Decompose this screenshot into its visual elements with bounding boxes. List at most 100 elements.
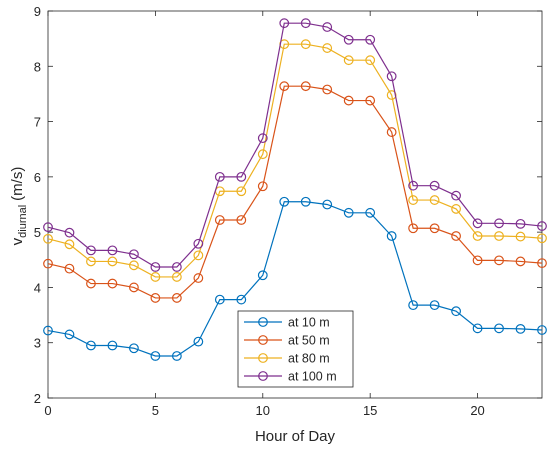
data-point xyxy=(322,199,333,210)
data-point xyxy=(150,272,161,282)
data-point xyxy=(257,149,268,160)
x-tick-label: 5 xyxy=(152,403,159,418)
data-point xyxy=(472,218,483,229)
data-point xyxy=(236,215,247,225)
data-point xyxy=(451,306,461,317)
data-point xyxy=(365,55,376,66)
data-point xyxy=(386,90,397,100)
data-point xyxy=(429,300,440,311)
data-point xyxy=(150,262,161,272)
data-point xyxy=(214,294,225,305)
data-point xyxy=(365,95,376,106)
data-point xyxy=(43,325,53,336)
data-point xyxy=(107,278,118,289)
data-point xyxy=(322,84,333,95)
data-point xyxy=(64,329,75,340)
data-point xyxy=(322,22,333,32)
legend-item: at 10 m xyxy=(244,316,330,330)
data-point xyxy=(515,218,526,229)
data-point xyxy=(365,34,376,45)
data-point xyxy=(43,258,53,269)
data-point xyxy=(86,278,96,289)
data-point xyxy=(236,171,247,182)
data-point xyxy=(64,227,75,238)
data-point xyxy=(408,195,419,205)
data-point xyxy=(343,95,354,106)
y-tick-label: 5 xyxy=(34,225,41,240)
data-point xyxy=(408,300,419,311)
data-point xyxy=(171,351,182,361)
data-point xyxy=(386,127,397,137)
data-point xyxy=(472,255,483,266)
data-point xyxy=(408,223,419,234)
legend: at 10 m at 50 m at 80 m at 100 m xyxy=(237,310,354,388)
data-point xyxy=(64,239,75,250)
data-point xyxy=(300,196,311,207)
data-point xyxy=(472,323,483,334)
data-point xyxy=(451,231,461,241)
x-tick-label: 15 xyxy=(363,403,377,418)
data-point xyxy=(322,43,333,53)
data-point xyxy=(236,294,247,305)
data-point xyxy=(107,340,118,351)
y-tick-label: 6 xyxy=(34,170,41,185)
legend-label: at 80 m xyxy=(288,352,330,366)
data-point xyxy=(279,196,290,207)
data-point xyxy=(214,215,225,225)
series-line xyxy=(47,85,543,299)
data-point xyxy=(257,133,268,144)
data-point xyxy=(537,258,547,269)
series-3 xyxy=(43,39,547,282)
data-point xyxy=(236,186,247,197)
data-point xyxy=(257,270,268,281)
data-point xyxy=(171,272,182,282)
data-point xyxy=(129,249,139,260)
data-point xyxy=(214,171,225,182)
data-point xyxy=(86,245,96,256)
data-point xyxy=(537,221,547,231)
data-point xyxy=(129,282,139,293)
y-axis-label-subscript: diurnal xyxy=(17,205,29,238)
data-point xyxy=(429,195,440,205)
series-4 xyxy=(43,18,547,272)
data-point xyxy=(279,81,290,92)
data-point xyxy=(150,351,161,361)
series-line xyxy=(47,43,543,278)
y-axis-label-unit: (m/s) xyxy=(9,167,26,201)
data-point xyxy=(365,207,376,218)
data-point xyxy=(343,34,354,45)
legend-item: at 50 m xyxy=(244,334,330,348)
data-point xyxy=(494,218,504,229)
y-tick-label: 7 xyxy=(34,115,41,130)
legend-item: at 80 m xyxy=(244,352,330,366)
data-point xyxy=(257,181,268,192)
x-axis-label: Hour of Day xyxy=(255,428,336,445)
y-tick-label: 4 xyxy=(34,280,41,295)
data-point xyxy=(129,260,139,271)
legend-marker xyxy=(258,335,268,345)
legend-label: at 10 m xyxy=(288,316,330,330)
data-point xyxy=(171,293,182,303)
data-point xyxy=(494,323,504,334)
data-point xyxy=(193,336,204,347)
data-point xyxy=(386,71,397,82)
data-point xyxy=(451,204,461,214)
data-point xyxy=(408,180,419,191)
data-point xyxy=(107,256,118,267)
legend-marker xyxy=(258,371,268,381)
y-axis-label-main: v xyxy=(9,237,26,245)
data-point xyxy=(86,340,96,351)
legend-label: at 50 m xyxy=(288,334,330,348)
data-point xyxy=(515,231,526,242)
data-point xyxy=(171,262,182,272)
data-point xyxy=(537,325,547,335)
data-point xyxy=(429,180,440,191)
data-point xyxy=(43,233,53,244)
data-point xyxy=(494,255,504,266)
data-point xyxy=(451,190,461,201)
data-point xyxy=(300,39,311,50)
x-tick-label: 20 xyxy=(470,403,484,418)
x-tick-label: 10 xyxy=(256,403,270,418)
data-point xyxy=(193,250,204,261)
